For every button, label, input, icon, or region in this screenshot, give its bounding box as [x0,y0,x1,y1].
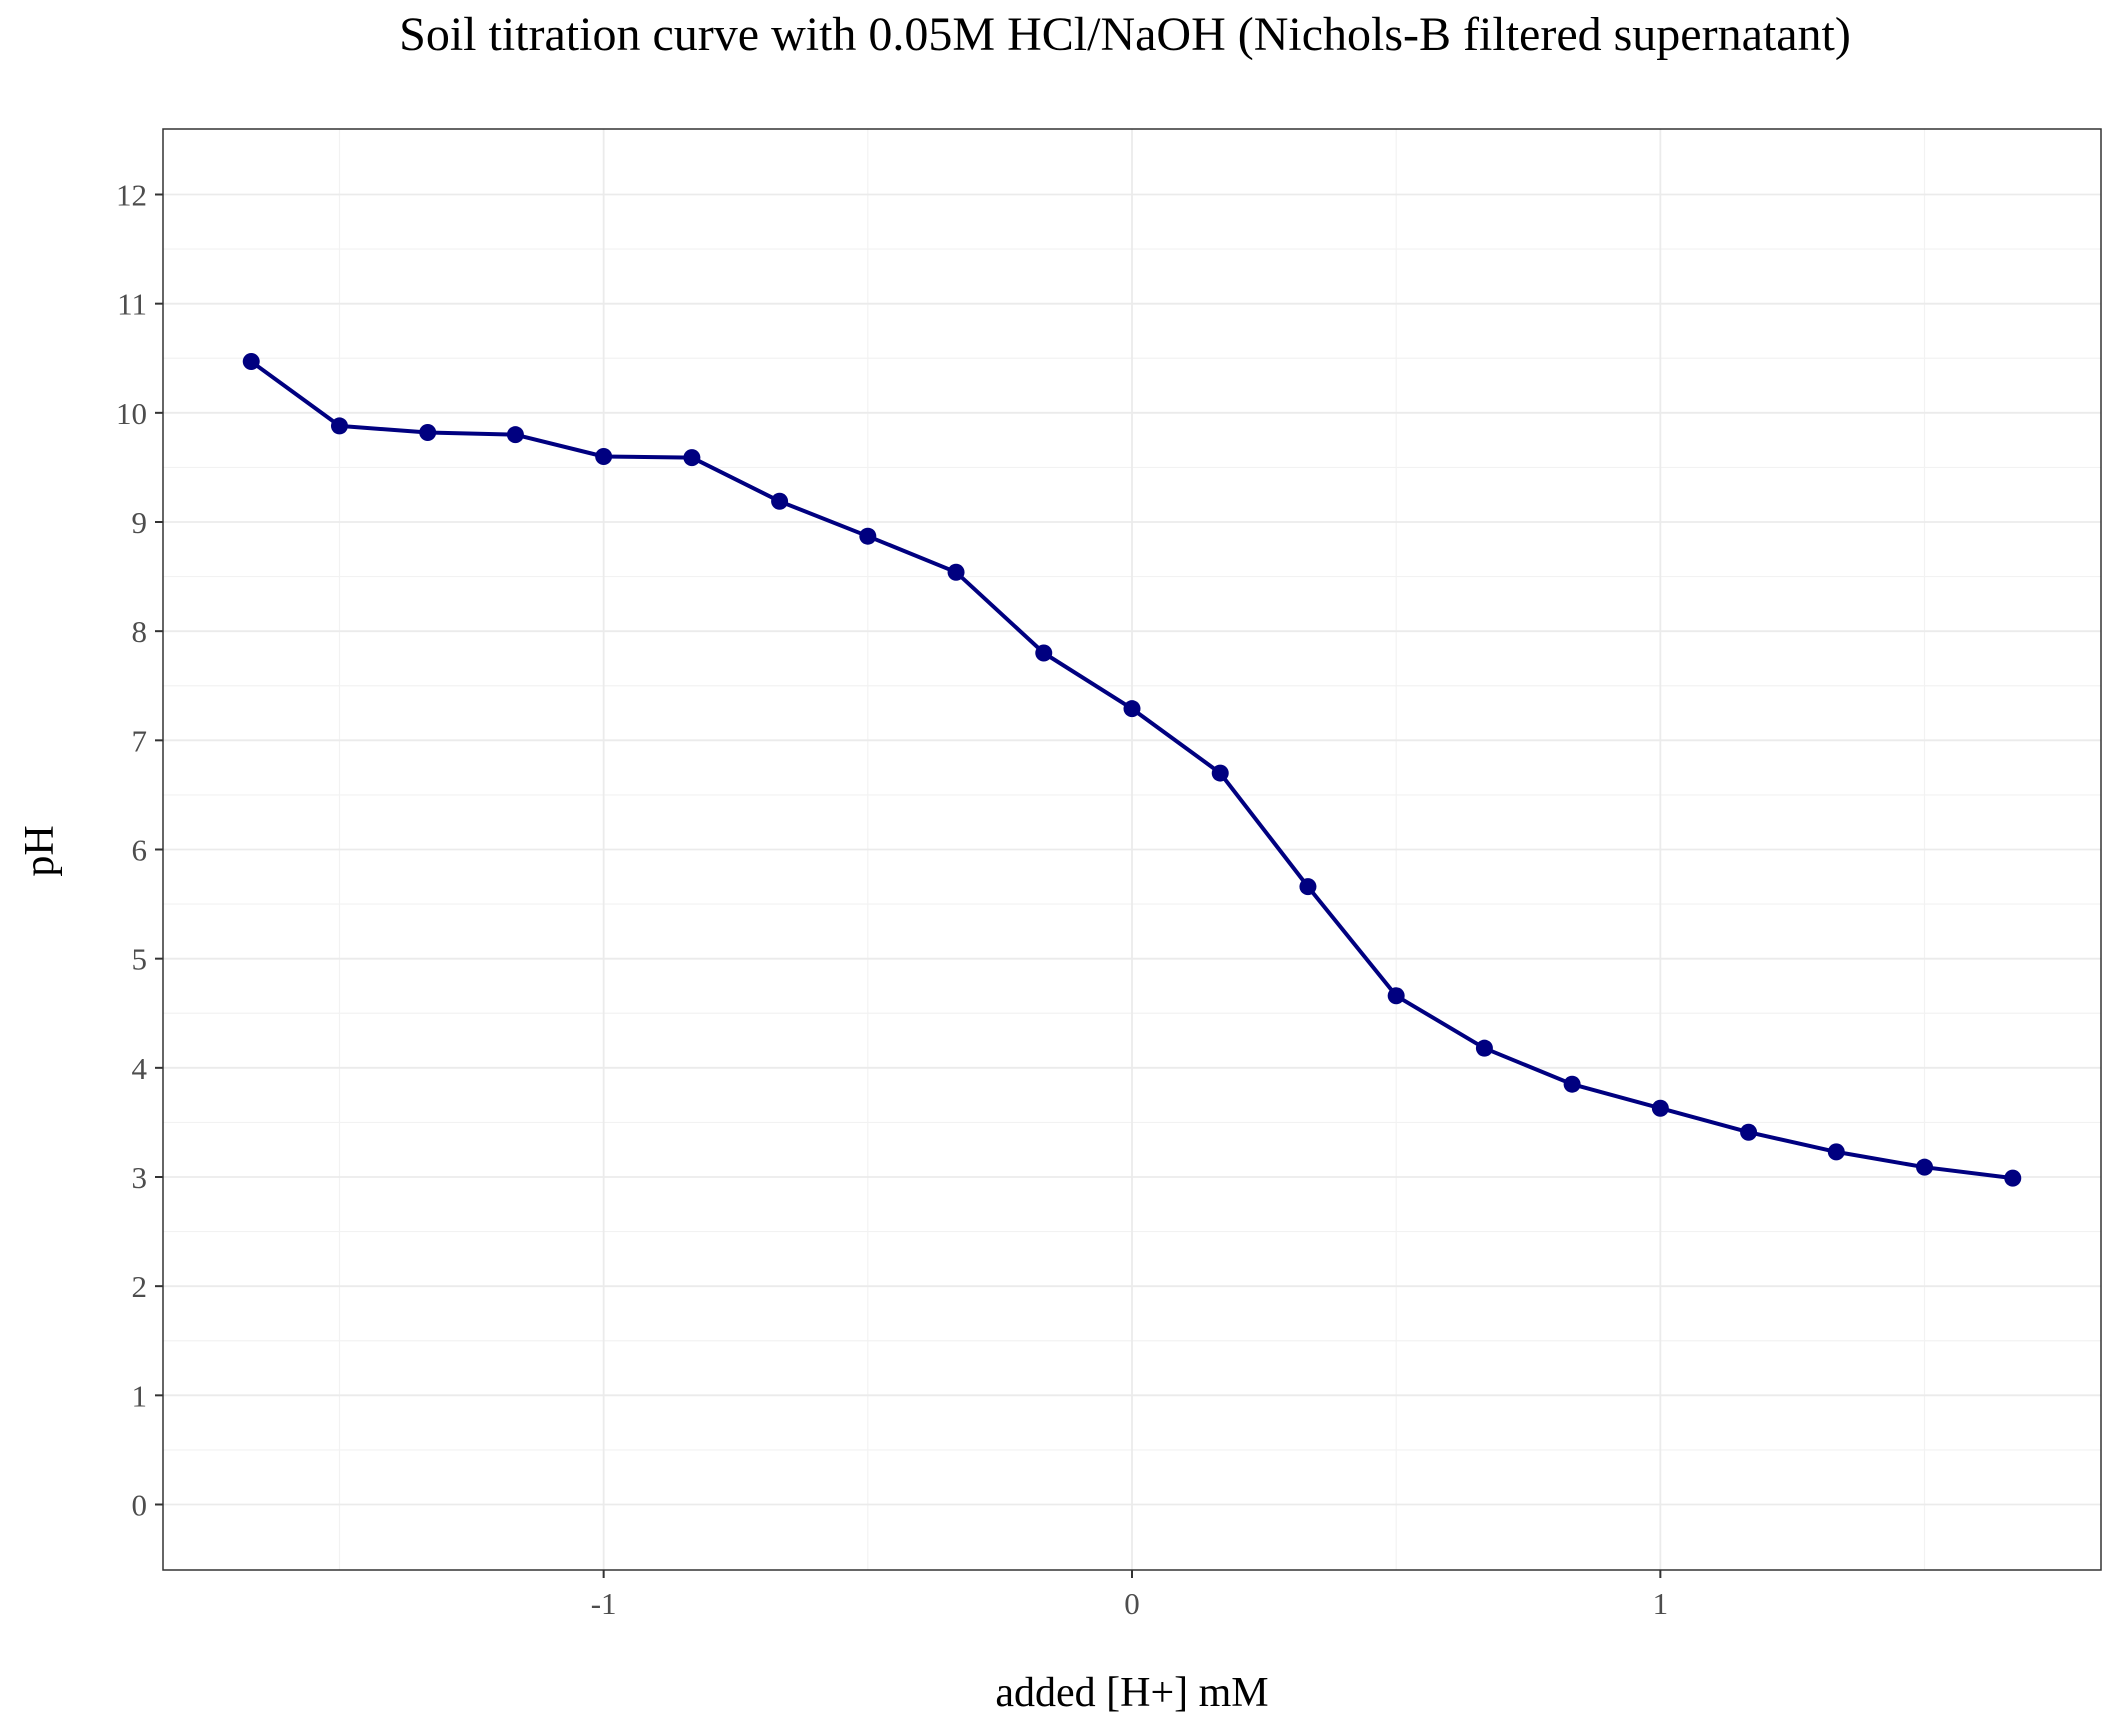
data-point [771,492,789,510]
data-point [1123,700,1141,718]
chart-title: Soil titration curve with 0.05M HCl/NaOH… [399,8,1851,61]
x-tick-label: 1 [1653,1586,1669,1621]
data-point [859,527,877,545]
data-point [1916,1158,1934,1176]
y-axis-title: pH [17,825,63,876]
data-point [595,448,613,465]
grid-major [163,129,2101,1570]
data-point [419,423,437,441]
y-tick-label: 2 [132,1269,148,1304]
y-tick-label: 10 [116,396,147,431]
y-tick-label: 12 [116,178,147,213]
data-point [1827,1143,1845,1161]
y-tick-label: 7 [132,723,148,758]
data-point [1475,1039,1493,1057]
series-layer [242,353,2022,1187]
data-point [506,426,524,444]
data-point [683,449,701,467]
x-tick-label: -1 [591,1586,617,1621]
y-tick-label: 9 [132,505,148,540]
data-point [1651,1099,1669,1117]
y-tick-label: 8 [132,614,148,649]
data-point [1387,987,1405,1005]
x-axis-title: added [H+] mM [995,1670,1268,1716]
data-point [1299,878,1317,896]
y-tick-label: 5 [132,942,148,977]
x-tick-label: 0 [1124,1586,1140,1621]
x-axis: -1 0 1 [591,1570,1668,1621]
data-point [947,563,965,581]
y-tick-label: 6 [132,833,148,868]
data-point [242,353,260,371]
data-point [2004,1169,2022,1187]
y-tick-label: 4 [132,1051,148,1086]
y-tick-label: 3 [132,1160,148,1195]
data-point [330,417,348,435]
data-point [1035,644,1053,662]
data-point [1211,764,1229,782]
y-tick-label: 1 [132,1378,148,1413]
data-point [1563,1075,1581,1093]
y-tick-label: 0 [132,1488,148,1523]
data-point [1740,1123,1758,1141]
y-tick-label: 11 [117,287,147,322]
